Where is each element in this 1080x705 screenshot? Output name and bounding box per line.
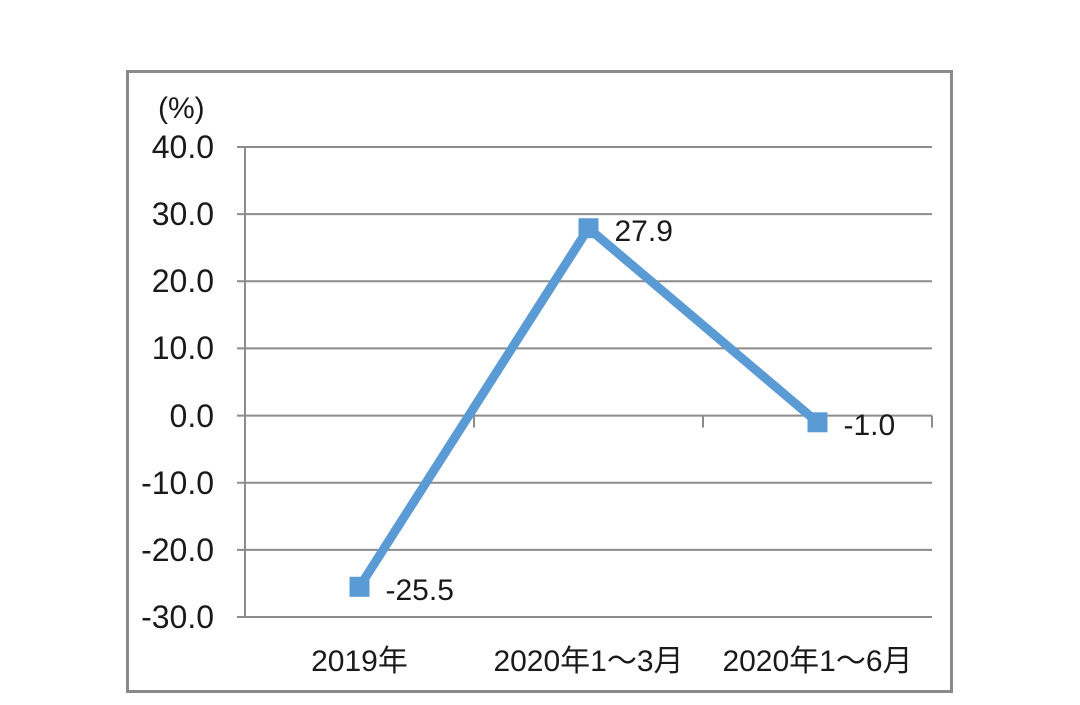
y-axis-tick-label: 20.0 — [151, 263, 214, 300]
y-axis-tick-label: 0.0 — [169, 397, 214, 434]
data-point-label: 27.9 — [614, 215, 673, 249]
data-point-marker — [349, 576, 370, 597]
y-axis-tick-label: -10.0 — [141, 464, 214, 501]
data-point-label: -1.0 — [843, 409, 896, 443]
y-axis-tick-label: -20.0 — [141, 531, 214, 568]
x-axis-category-label: 2019年 — [311, 645, 408, 678]
chart-frame — [126, 70, 953, 693]
x-axis-category-label: 2020年1～6月 — [722, 645, 913, 678]
data-point-marker — [578, 218, 599, 239]
y-axis-tick-label: 40.0 — [151, 129, 214, 165]
data-point-label: -25.5 — [385, 573, 454, 607]
y-axis-tick-label: 10.0 — [151, 330, 214, 367]
data-point-marker — [807, 412, 828, 433]
x-axis-category-label: 2020年1～3月 — [493, 645, 684, 678]
y-axis-unit-label: (%) — [158, 92, 205, 125]
y-axis-tick-label: -30.0 — [141, 599, 214, 635]
y-axis-tick-label: 30.0 — [151, 196, 214, 233]
